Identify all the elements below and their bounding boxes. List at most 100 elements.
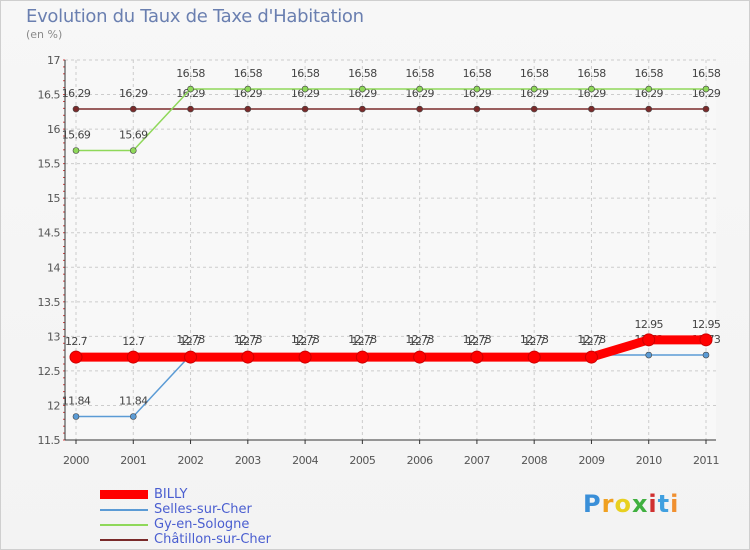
data-label-ch-tillon-sur-cher: 16.29 xyxy=(62,87,91,100)
data-label-gy-en-sologne: 16.58 xyxy=(405,67,434,80)
data-label-gy-en-sologne: 15.69 xyxy=(62,129,91,142)
data-label-gy-en-sologne: 16.58 xyxy=(234,67,263,80)
data-label-billy: 12.95 xyxy=(692,318,721,331)
data-label-ch-tillon-sur-cher: 16.29 xyxy=(577,87,606,100)
y-tick-label: 15 xyxy=(47,192,60,205)
legend-swatch-selles-sur-cher xyxy=(100,508,148,511)
data-label-billy: 12.7 xyxy=(409,335,432,348)
point-ch-tillon-sur-cher xyxy=(702,105,710,113)
data-label-ch-tillon-sur-cher: 16.29 xyxy=(463,87,492,100)
data-label-selles-sur-cher: 11.84 xyxy=(119,395,148,408)
data-label-gy-en-sologne: 16.58 xyxy=(520,67,549,80)
data-label-ch-tillon-sur-cher: 16.29 xyxy=(348,87,377,100)
data-label-billy: 12.7 xyxy=(294,335,317,348)
point-gy-en-sologne xyxy=(359,85,366,93)
point-gy-en-sologne xyxy=(187,85,194,93)
x-tick-label: 2001 xyxy=(120,454,146,467)
point-selles-sur-cher xyxy=(702,351,710,359)
data-label-billy: 12.7 xyxy=(523,335,546,348)
logo-letter: t xyxy=(657,490,671,518)
legend-label-chatillon-sur-cher: Châtillon-sur-Cher xyxy=(154,532,271,547)
point-billy xyxy=(584,350,598,364)
logo-letter: i xyxy=(648,490,658,518)
data-label-gy-en-sologne: 15.69 xyxy=(119,129,148,142)
data-label-ch-tillon-sur-cher: 16.29 xyxy=(291,87,320,100)
data-label-selles-sur-cher: 12.73 xyxy=(405,333,434,346)
data-label-ch-tillon-sur-cher: 16.29 xyxy=(119,87,148,100)
x-tick-label: 2011 xyxy=(693,454,719,467)
legend: BILLY Selles-sur-Cher Gy-en-Sologne Chât… xyxy=(100,487,271,547)
point-billy xyxy=(642,333,656,347)
point-gy-en-sologne xyxy=(473,85,481,93)
y-tick-label: 13 xyxy=(47,330,60,343)
legend-label-billy: BILLY xyxy=(154,487,188,502)
y-tick-label: 13.5 xyxy=(38,296,61,309)
point-ch-tillon-sur-cher xyxy=(244,105,252,113)
legend-label-gy-en-sologne: Gy-en-Sologne xyxy=(154,517,250,532)
point-gy-en-sologne xyxy=(72,147,80,154)
data-label-selles-sur-cher: 12.73 xyxy=(577,333,606,346)
data-label-billy: 12.7 xyxy=(179,335,202,348)
point-gy-en-sologne xyxy=(588,85,595,93)
point-billy xyxy=(527,350,541,364)
point-billy xyxy=(355,350,369,364)
point-ch-tillon-sur-cher xyxy=(530,105,538,113)
point-billy xyxy=(126,350,140,364)
point-gy-en-sologne xyxy=(301,85,309,93)
logo-letter: o xyxy=(614,490,632,518)
point-billy xyxy=(699,333,713,347)
point-billy xyxy=(470,350,484,364)
point-ch-tillon-sur-cher xyxy=(187,105,194,113)
y-tick-label: 16 xyxy=(47,123,60,136)
data-label-selles-sur-cher: 12.73 xyxy=(176,333,205,346)
x-tick-label: 2005 xyxy=(349,454,375,467)
point-billy xyxy=(413,350,427,364)
x-tick-label: 2010 xyxy=(636,454,662,467)
x-tick-label: 2009 xyxy=(578,454,604,467)
y-tick-label: 17 xyxy=(47,54,60,67)
y-tick-label: 14 xyxy=(47,261,60,274)
point-gy-en-sologne xyxy=(530,85,538,93)
data-label-gy-en-sologne: 16.58 xyxy=(634,67,663,80)
series-line-billy xyxy=(71,335,711,362)
x-tick-label: 2000 xyxy=(63,454,89,467)
y-tick-label: 12.5 xyxy=(38,365,61,378)
point-ch-tillon-sur-cher xyxy=(473,105,481,113)
legend-item-gy-en-sologne: Gy-en-Sologne xyxy=(100,517,271,532)
data-label-billy: 12.7 xyxy=(351,335,374,348)
x-tick-label: 2008 xyxy=(521,454,547,467)
data-label-selles-sur-cher: 12.73 xyxy=(348,333,377,346)
legend-item-billy: BILLY xyxy=(100,487,271,502)
point-gy-en-sologne xyxy=(244,85,252,93)
proxiti-logo: Proxiti xyxy=(583,490,679,518)
data-label-billy: 12.7 xyxy=(237,335,260,348)
y-tick-label: 14.5 xyxy=(38,227,61,240)
data-label-billy: 12.7 xyxy=(466,335,489,348)
point-billy xyxy=(184,350,198,364)
data-label-selles-sur-cher: 12.73 xyxy=(520,333,549,346)
series-line-gy-en-sologne xyxy=(75,88,707,152)
data-label-selles-sur-cher: 12.73 xyxy=(463,333,492,346)
logo-letter: r xyxy=(601,490,615,518)
data-label-gy-en-sologne: 16.58 xyxy=(577,67,606,80)
point-selles-sur-cher xyxy=(129,413,137,420)
data-label-ch-tillon-sur-cher: 16.29 xyxy=(405,87,434,100)
y-tick-label: 12 xyxy=(47,399,60,412)
point-gy-en-sologne xyxy=(702,85,710,93)
logo-letter: P xyxy=(583,490,602,518)
x-tick-label: 2002 xyxy=(178,454,204,467)
point-ch-tillon-sur-cher xyxy=(359,105,366,113)
point-gy-en-sologne xyxy=(645,85,653,93)
point-ch-tillon-sur-cher xyxy=(645,105,653,113)
point-selles-sur-cher xyxy=(645,351,653,359)
data-label-billy: 12.7 xyxy=(65,335,88,348)
chart-title: Evolution du Taux de Taxe d'Habitation xyxy=(26,6,364,27)
point-billy xyxy=(298,350,312,364)
x-tick-label: 2003 xyxy=(235,454,261,467)
point-ch-tillon-sur-cher xyxy=(416,105,423,113)
legend-item-selles-sur-cher: Selles-sur-Cher xyxy=(100,502,271,517)
chart-subtitle: (en %) xyxy=(26,28,63,41)
y-tick-label: 11.5 xyxy=(38,434,61,447)
data-label-gy-en-sologne: 16.58 xyxy=(692,67,721,80)
